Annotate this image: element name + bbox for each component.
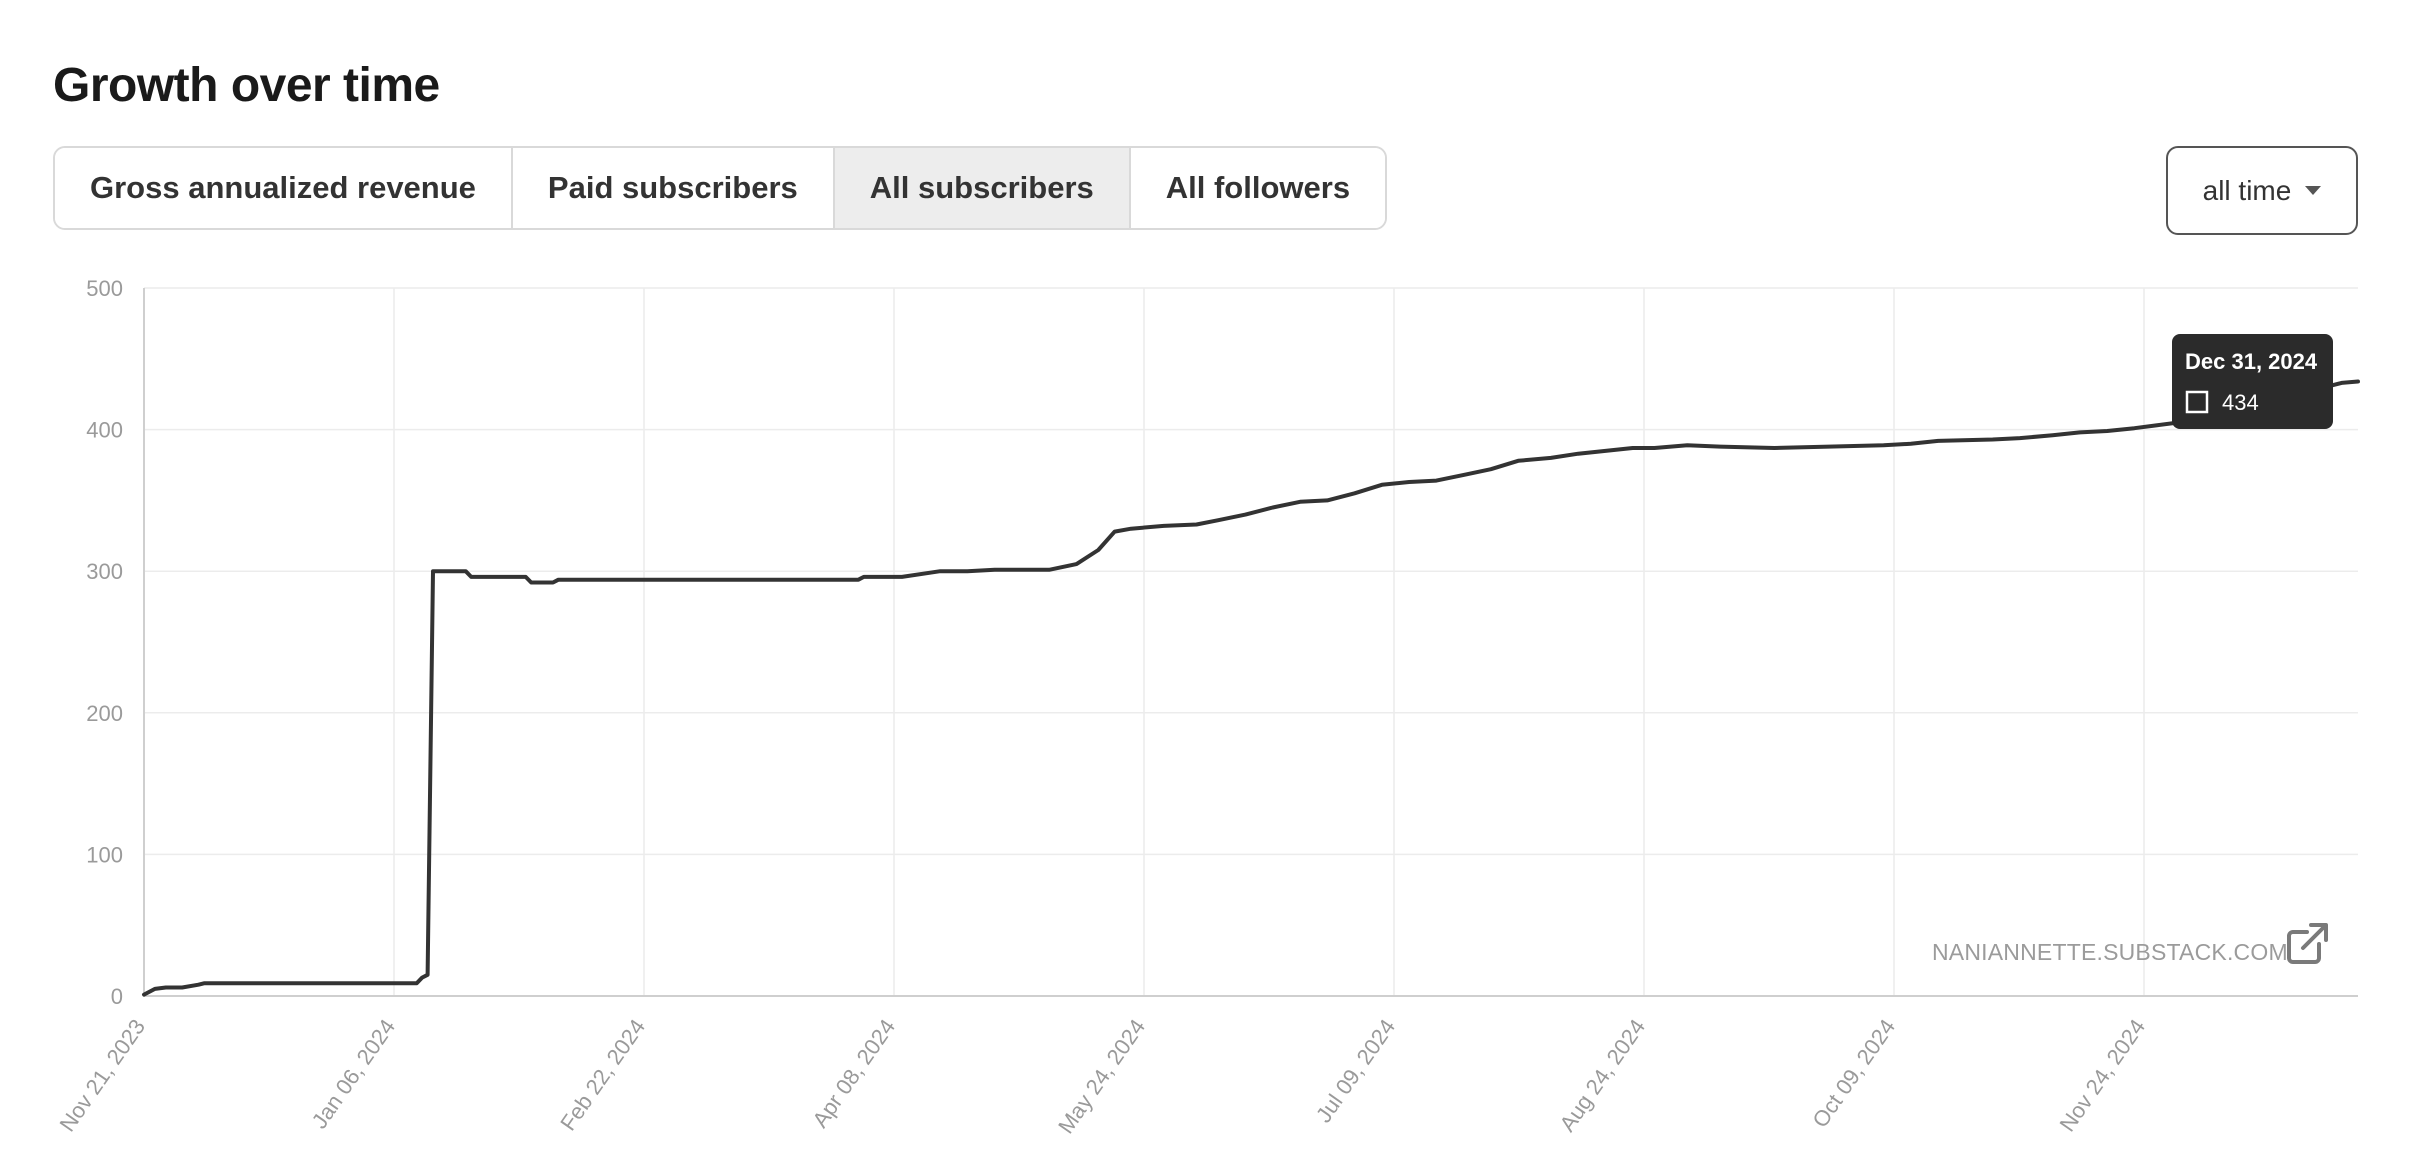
x-tick-label: Jan 06, 2024 bbox=[307, 1015, 400, 1134]
caret-down-icon bbox=[2305, 186, 2322, 195]
series-line bbox=[142, 379, 2360, 997]
x-tick-label: May 24, 2024 bbox=[1053, 1015, 1150, 1139]
page-title: Growth over time bbox=[53, 59, 440, 112]
x-tick-label: Oct 09, 2024 bbox=[1807, 1015, 1900, 1133]
tab-all-subscribers[interactable]: All subscribers bbox=[834, 148, 1131, 228]
watermark[interactable]: NANIANNETTE.SUBSTACK.COM bbox=[1932, 923, 2328, 965]
x-tick-label: Aug 24, 2024 bbox=[1555, 1015, 1651, 1137]
x-tick-label: Nov 21, 2023 bbox=[55, 1015, 151, 1137]
chart-grid bbox=[144, 287, 2358, 997]
y-tick-label: 200 bbox=[86, 701, 123, 726]
time-range-dropdown[interactable]: all time bbox=[2166, 146, 2358, 235]
y-tick-label: 500 bbox=[86, 276, 123, 301]
x-tick-label: Nov 24, 2024 bbox=[2055, 1015, 2151, 1137]
external-link-icon[interactable] bbox=[2287, 923, 2328, 964]
tab-gross-annualized-revenue[interactable]: Gross annualized revenue bbox=[55, 148, 513, 228]
y-tick-label: 300 bbox=[86, 559, 123, 584]
y-tick-label: 100 bbox=[86, 842, 123, 867]
x-tick-label: Feb 22, 2024 bbox=[555, 1015, 650, 1136]
watermark-text: NANIANNETTE.SUBSTACK.COM bbox=[1932, 939, 2288, 965]
series-swatch-icon bbox=[2185, 390, 2209, 414]
tab-all-followers[interactable]: All followers bbox=[1130, 148, 1386, 228]
time-range-value: all time bbox=[2202, 174, 2292, 206]
metric-tabs: Gross annualized revenue Paid subscriber… bbox=[53, 146, 1388, 230]
y-tick-label: 400 bbox=[86, 418, 123, 443]
tooltip-box bbox=[2172, 334, 2333, 429]
tooltip-value: 434 bbox=[2222, 390, 2259, 415]
tab-paid-subscribers[interactable]: Paid subscribers bbox=[512, 148, 835, 228]
chart-series bbox=[142, 379, 2360, 997]
x-tick-label: Apr 08, 2024 bbox=[807, 1015, 900, 1133]
chart-tooltip: Dec 31, 2024 434 bbox=[2172, 334, 2333, 429]
y-tick-label: 0 bbox=[111, 984, 123, 1009]
x-tick-label: Jul 09, 2024 bbox=[1311, 1015, 1400, 1128]
chart-axes: 0 100 200 300 400 500 Nov 21, 2023 Jan 06, 2024… bbox=[55, 276, 2358, 1138]
tooltip-date: Dec 31, 2024 bbox=[2185, 349, 2318, 374]
